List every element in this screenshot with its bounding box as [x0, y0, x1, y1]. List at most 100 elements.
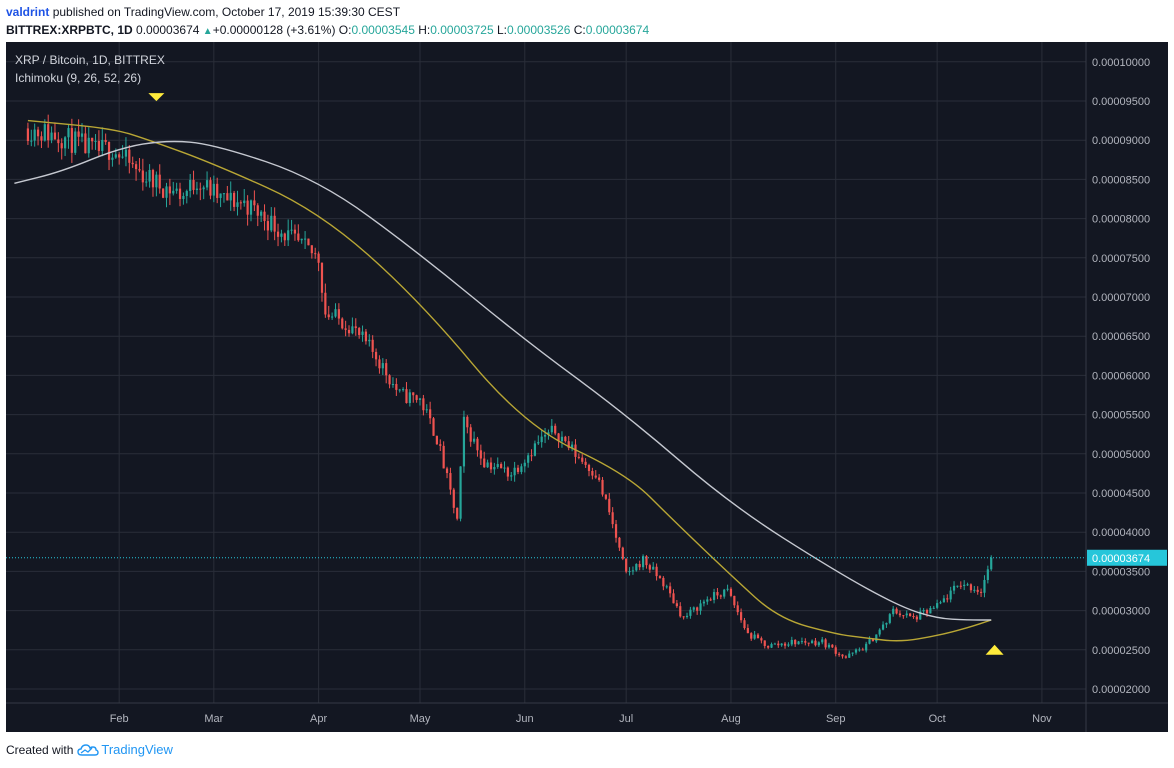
candle-body — [892, 608, 895, 615]
candle-body — [337, 309, 340, 319]
candle-body — [327, 314, 330, 318]
buy-signal-marker — [985, 644, 1004, 655]
candle-body — [814, 640, 817, 646]
candle-body — [128, 149, 131, 163]
candle-body — [91, 137, 94, 142]
candle-body — [479, 450, 482, 459]
candle-body — [249, 200, 253, 215]
price-axis[interactable]: 0.00002000 0.00002500 0.00003000 0.00003500… — [1092, 57, 1150, 696]
candle-body — [767, 645, 770, 648]
candle-body — [787, 644, 790, 646]
candle-body — [64, 137, 67, 149]
candle-body — [33, 129, 36, 141]
candle-body — [449, 473, 452, 490]
candle-body — [614, 524, 618, 538]
candle-body — [358, 328, 361, 335]
candle-body — [929, 608, 932, 614]
candle-body — [74, 131, 77, 153]
y-tick-label: 0.00009500 — [1092, 96, 1150, 108]
candlestick-chart[interactable]: 0.00002000 0.00002500 0.00003000 0.00003500… — [6, 42, 1168, 732]
candle-body — [87, 137, 90, 154]
sell-signal-marker — [148, 93, 165, 102]
candle-body — [628, 571, 631, 573]
candle-body — [229, 192, 232, 201]
legend-indicator[interactable]: Ichimoku (9, 26, 52, 26) — [15, 71, 141, 85]
x-tick-label: Mar — [204, 713, 223, 725]
candle-body — [43, 124, 46, 141]
candle-body — [178, 188, 182, 199]
candle-body — [422, 398, 425, 411]
candle-body — [655, 566, 658, 577]
author-name[interactable]: valdrint — [6, 5, 50, 19]
candle-body — [469, 427, 472, 442]
candle-body — [909, 613, 912, 616]
candle-body — [733, 595, 736, 606]
candle-body — [807, 642, 810, 644]
candle-body — [625, 558, 628, 572]
candle-body — [415, 395, 418, 400]
candle-body — [598, 477, 601, 480]
candle-body — [925, 610, 929, 614]
x-tick-label: Feb — [110, 713, 129, 725]
candle-body — [314, 253, 317, 255]
candle-body — [456, 507, 459, 519]
y-tick-label: 0.00006000 — [1092, 370, 1150, 382]
candle-body — [324, 292, 327, 315]
open-label: O: — [338, 23, 352, 37]
y-tick-label: 0.00007500 — [1092, 253, 1150, 265]
candle-body — [297, 233, 300, 241]
candle-body — [635, 564, 638, 571]
candle-body — [601, 479, 604, 495]
candle-body — [493, 467, 496, 470]
candle-body — [486, 462, 489, 468]
y-tick-label: 0.00002000 — [1092, 684, 1150, 696]
chart-area[interactable]: 0.00002000 0.00002500 0.00003000 0.00003500… — [6, 42, 1168, 732]
candle-body — [202, 187, 205, 190]
candle-body — [50, 132, 53, 141]
candle-body — [145, 181, 148, 183]
candle-body — [922, 610, 925, 612]
candle-body — [276, 231, 280, 237]
candle-body — [246, 200, 249, 215]
candle-body — [513, 467, 516, 476]
candle-body — [270, 215, 273, 231]
candle-body — [952, 585, 956, 591]
candle-body — [182, 196, 185, 199]
candles — [26, 114, 993, 659]
candle-body — [107, 142, 111, 160]
candle-body — [391, 383, 395, 385]
x-tick-label: Oct — [929, 713, 946, 725]
tradingview-logo[interactable]: TradingView — [77, 742, 173, 757]
candle-body — [702, 601, 706, 604]
time-axis[interactable]: Feb Mar Apr May Jun Jul Aug Sep Oct Nov — [110, 713, 1053, 725]
candle-body — [608, 498, 611, 513]
candle-body — [60, 143, 63, 149]
candle-body — [205, 180, 209, 188]
candle-body — [483, 458, 486, 468]
candle-body — [794, 639, 797, 645]
candle-body — [30, 140, 33, 142]
candle-body — [418, 398, 422, 400]
candle-body — [516, 467, 520, 472]
y-tick-label: 0.00003500 — [1092, 566, 1150, 578]
tradingview-brand[interactable]: TradingView — [101, 742, 173, 757]
candle-body — [412, 392, 415, 396]
x-tick-label: Aug — [721, 713, 741, 725]
candle-body — [398, 389, 401, 391]
published-text: published on TradingView.com, October 17… — [52, 5, 401, 19]
candle-body — [489, 462, 493, 470]
y-tick-label: 0.00005500 — [1092, 410, 1150, 422]
candle-body — [956, 585, 959, 587]
candle-body — [388, 375, 391, 385]
moving-averages — [14, 119, 992, 642]
candle-body — [368, 339, 371, 342]
candle-body — [990, 557, 993, 570]
candle-body — [936, 603, 939, 608]
candle-body — [280, 233, 283, 237]
low-value: 0.00003526 — [506, 23, 571, 37]
candle-body — [287, 230, 290, 241]
candle-body — [162, 188, 165, 198]
candle-body — [560, 436, 564, 442]
candle-body — [80, 133, 84, 137]
candle-body — [442, 445, 445, 469]
